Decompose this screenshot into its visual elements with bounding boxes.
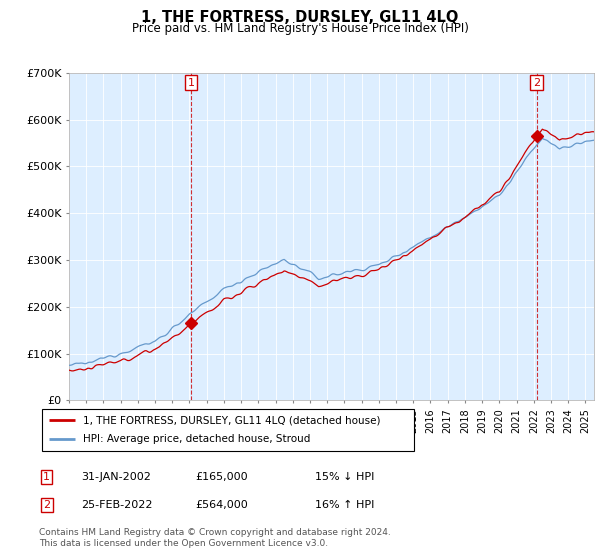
Text: Price paid vs. HM Land Registry's House Price Index (HPI): Price paid vs. HM Land Registry's House … — [131, 22, 469, 35]
Text: £564,000: £564,000 — [195, 500, 248, 510]
FancyBboxPatch shape — [42, 409, 414, 451]
Text: 1, THE FORTRESS, DURSLEY, GL11 4LQ (detached house): 1, THE FORTRESS, DURSLEY, GL11 4LQ (deta… — [83, 415, 380, 425]
Text: 1: 1 — [187, 78, 194, 88]
Text: 1, THE FORTRESS, DURSLEY, GL11 4LQ: 1, THE FORTRESS, DURSLEY, GL11 4LQ — [142, 10, 458, 25]
Text: £165,000: £165,000 — [195, 472, 248, 482]
Text: 31-JAN-2002: 31-JAN-2002 — [81, 472, 151, 482]
Text: 16% ↑ HPI: 16% ↑ HPI — [315, 500, 374, 510]
Text: 25-FEB-2022: 25-FEB-2022 — [81, 500, 152, 510]
Text: Contains HM Land Registry data © Crown copyright and database right 2024.
This d: Contains HM Land Registry data © Crown c… — [39, 528, 391, 548]
Text: HPI: Average price, detached house, Stroud: HPI: Average price, detached house, Stro… — [83, 435, 310, 445]
Text: 1: 1 — [43, 472, 50, 482]
Text: 15% ↓ HPI: 15% ↓ HPI — [315, 472, 374, 482]
Text: 2: 2 — [533, 78, 540, 88]
Text: 2: 2 — [43, 500, 50, 510]
